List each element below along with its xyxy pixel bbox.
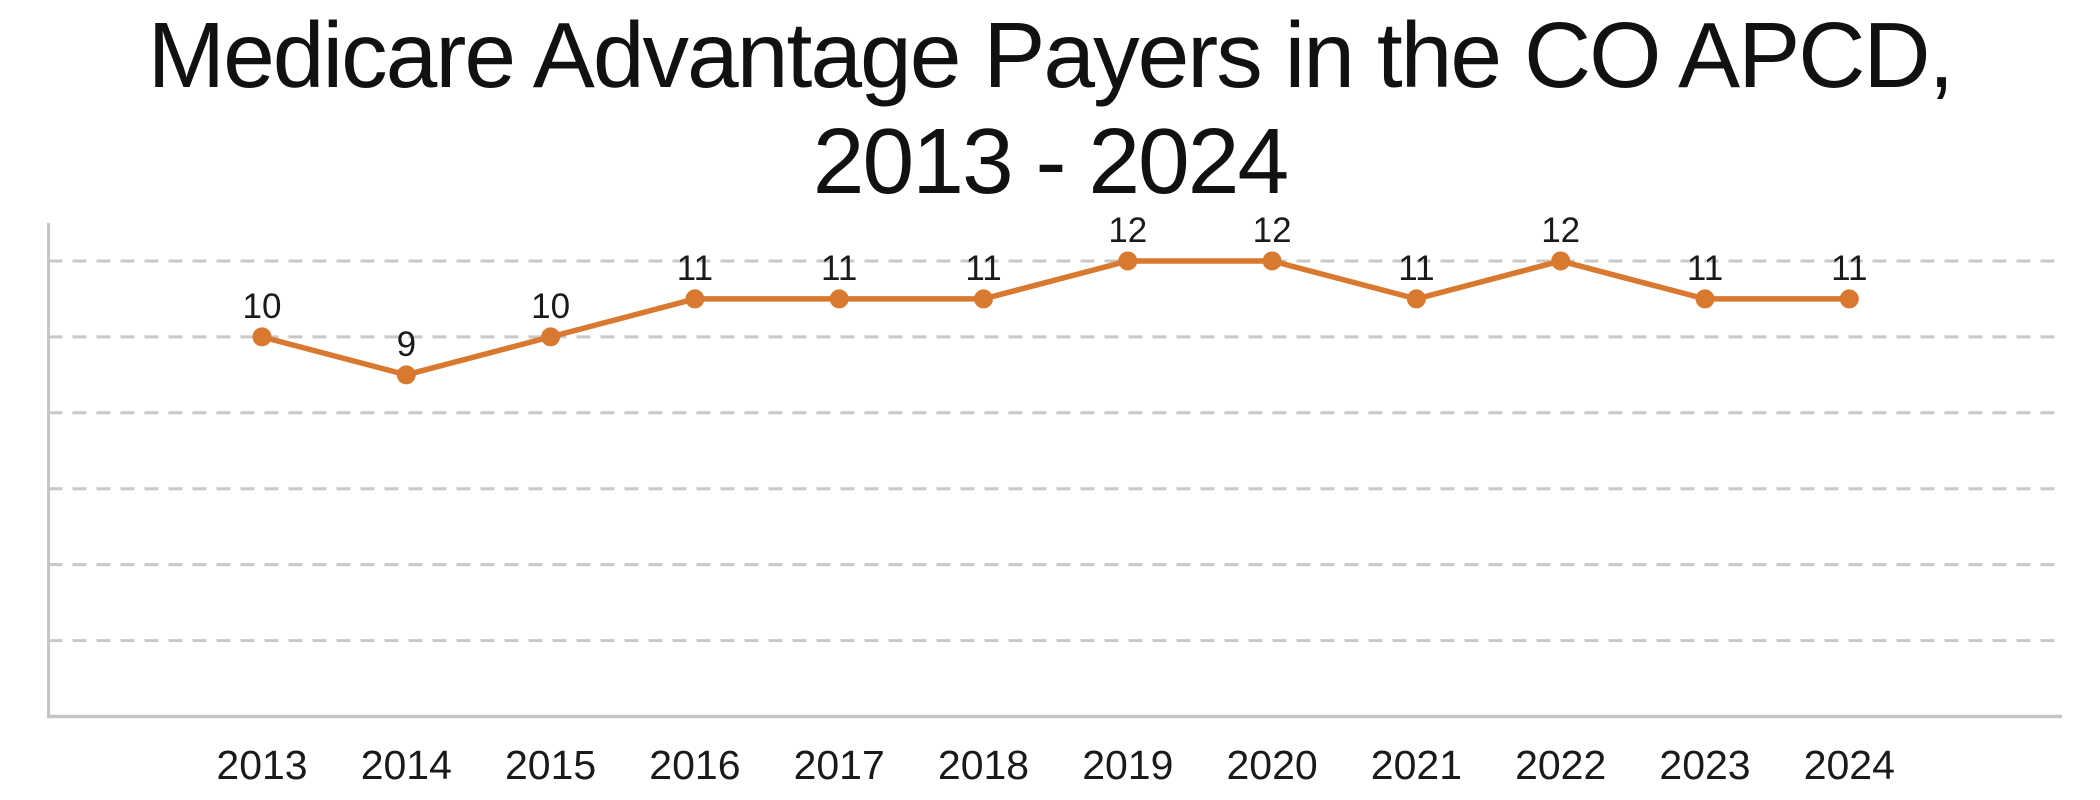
data-point: [396, 365, 416, 385]
x-axis-label: 2023: [1659, 742, 1750, 788]
chart-title-line2: 2013 - 2024: [812, 109, 1289, 214]
x-axis-label: 2019: [1082, 742, 1173, 788]
series-line: [261, 258, 1850, 378]
data-label: 11: [965, 249, 1001, 288]
data-point: [829, 289, 849, 309]
data-point: [1406, 289, 1426, 309]
x-axis-label: 2014: [361, 742, 452, 788]
data-label: 11: [1398, 249, 1434, 288]
data-label: 12: [1253, 211, 1292, 250]
x-axis-label: 2016: [649, 742, 740, 788]
data-label: 11: [677, 249, 713, 288]
data-label: 10: [243, 287, 282, 326]
data-label: 10: [531, 287, 570, 326]
x-axis-label: 2020: [1226, 742, 1317, 788]
x-axis-label: 2021: [1371, 742, 1462, 788]
data-label: 12: [1541, 211, 1580, 250]
data-point: [1551, 251, 1571, 271]
data-point: [1118, 251, 1138, 271]
data-label: 11: [821, 249, 857, 288]
data-point: [1695, 289, 1715, 309]
data-point: [252, 327, 272, 347]
x-axis-label: 2024: [1804, 742, 1895, 788]
data-point: [1839, 289, 1859, 309]
data-point: [541, 327, 561, 347]
x-axis-label: 2013: [216, 742, 307, 788]
x-axis-label: 2017: [794, 742, 885, 788]
data-label: 11: [1687, 249, 1723, 288]
data-point: [1262, 251, 1282, 271]
data-point: [685, 289, 705, 309]
x-axis-label: 2022: [1515, 742, 1606, 788]
x-axis-label: 2015: [505, 742, 596, 788]
data-label: 12: [1108, 211, 1147, 250]
data-point: [974, 289, 993, 309]
chart-title: Medicare Advantage Payers in the CO APCD…: [0, 2, 2100, 214]
data-label: 11: [1831, 249, 1867, 288]
chart-title-line1: Medicare Advantage Payers in the CO APCD…: [147, 3, 1955, 107]
x-axis-label: 2018: [938, 742, 1029, 788]
data-label: 9: [397, 325, 416, 364]
